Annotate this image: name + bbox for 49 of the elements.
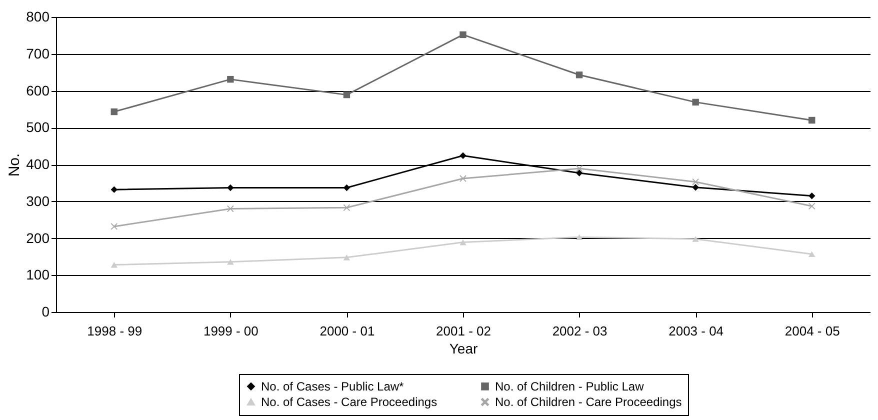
- point: [110, 262, 118, 268]
- point: [460, 175, 466, 182]
- point: [692, 178, 699, 186]
- point: [692, 98, 699, 106]
- y-tick-label: 500: [26, 119, 50, 136]
- x-tick-label: 1998 - 99: [87, 324, 142, 338]
- x-axis-title: Year: [449, 340, 478, 356]
- y-axis-title: No.: [6, 153, 24, 177]
- point: [110, 186, 118, 193]
- point: [808, 192, 816, 200]
- point: [227, 76, 234, 83]
- y-tick-label: 700: [26, 45, 50, 62]
- point: [808, 202, 816, 210]
- legend-label: No. of Cases - Care Proceedings: [261, 395, 438, 409]
- point: [460, 239, 466, 246]
- point: [110, 108, 118, 116]
- y-tick-label: 300: [26, 192, 50, 209]
- point: [343, 91, 350, 98]
- point: [576, 72, 583, 78]
- y-tick-label: 200: [26, 230, 50, 246]
- x-tick-label: 2001 - 02: [436, 324, 491, 338]
- point: [343, 184, 350, 192]
- legend-label: No. of Cases - Public Law*: [261, 379, 404, 394]
- y-tick-label: 800: [26, 8, 50, 24]
- point: [227, 184, 234, 192]
- x-tick-label: 2002 - 03: [552, 324, 608, 338]
- point: [227, 258, 234, 265]
- y-tick-label: 0: [42, 304, 50, 320]
- point: [343, 254, 350, 260]
- point: [343, 204, 350, 211]
- legend-label: No. of Children - Care Proceedings: [495, 395, 682, 409]
- x-tick-label: 1999 - 00: [203, 324, 258, 338]
- point: [692, 236, 699, 242]
- x-tick-label: 2000 - 01: [320, 324, 375, 338]
- point: [576, 170, 583, 176]
- point: [460, 31, 466, 38]
- y-tick-label: 100: [26, 266, 50, 283]
- point: [576, 234, 583, 240]
- y-tick-label: 400: [26, 156, 50, 172]
- point: [110, 223, 118, 230]
- point: [808, 116, 816, 124]
- legend-label: No. of Children - Public Law: [495, 379, 644, 394]
- point: [460, 152, 466, 160]
- x-tick-label: 2004 - 05: [784, 324, 840, 338]
- point: [692, 184, 699, 191]
- point: [576, 165, 583, 172]
- x-tick-label: 2003 - 04: [668, 324, 724, 338]
- point: [808, 251, 816, 258]
- y-tick-label: 600: [26, 82, 50, 98]
